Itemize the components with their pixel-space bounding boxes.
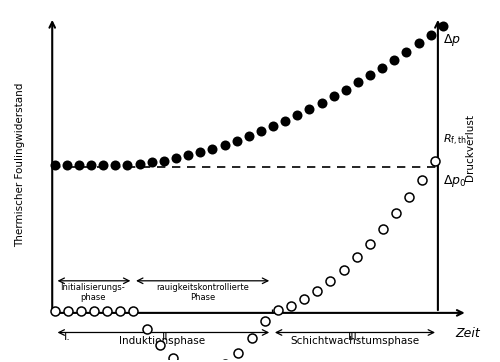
- Point: [326, 278, 334, 284]
- Point: [414, 41, 422, 46]
- Point: [432, 159, 440, 164]
- Text: Schichtwachstumsphase: Schichtwachstumsphase: [290, 336, 420, 346]
- Point: [160, 157, 168, 163]
- Point: [354, 80, 362, 85]
- Point: [379, 226, 387, 232]
- Point: [340, 267, 347, 273]
- Point: [172, 155, 180, 161]
- Point: [156, 342, 164, 348]
- Point: [287, 303, 295, 309]
- Point: [99, 162, 107, 168]
- Point: [184, 152, 192, 158]
- Text: III.: III.: [348, 332, 362, 342]
- Point: [294, 112, 302, 118]
- Point: [116, 308, 124, 314]
- Text: rauigkeitskontrollierte
Phase: rauigkeitskontrollierte Phase: [156, 283, 249, 302]
- Point: [405, 194, 413, 200]
- Point: [426, 32, 434, 38]
- Point: [50, 308, 58, 314]
- Point: [306, 106, 314, 112]
- Point: [64, 308, 72, 314]
- Text: Druckverlust: Druckverlust: [465, 114, 475, 181]
- Point: [142, 326, 150, 332]
- Point: [300, 296, 308, 302]
- Point: [63, 162, 71, 168]
- Point: [378, 65, 386, 71]
- Text: Zeit: Zeit: [455, 327, 480, 340]
- Point: [222, 361, 230, 362]
- Point: [281, 118, 289, 124]
- Point: [260, 318, 268, 324]
- Point: [390, 57, 398, 63]
- Text: $\Delta p_0$: $\Delta p_0$: [443, 173, 466, 189]
- Point: [130, 308, 138, 314]
- Point: [124, 162, 132, 168]
- Point: [220, 142, 228, 148]
- Point: [245, 133, 253, 139]
- Point: [418, 177, 426, 182]
- Point: [75, 162, 83, 168]
- Point: [77, 308, 85, 314]
- Text: $R_{\mathrm{f,th}}$: $R_{\mathrm{f,th}}$: [443, 132, 466, 148]
- Point: [314, 288, 322, 294]
- Point: [352, 254, 360, 260]
- Point: [392, 211, 400, 216]
- Text: Thermischer Foulingwiderstand: Thermischer Foulingwiderstand: [15, 83, 25, 247]
- Point: [274, 307, 282, 313]
- Point: [136, 161, 143, 167]
- Point: [112, 162, 120, 168]
- Point: [196, 150, 204, 155]
- Point: [103, 308, 111, 314]
- Point: [330, 93, 338, 99]
- Point: [87, 162, 95, 168]
- Point: [148, 160, 156, 165]
- Text: Induktionsphase: Induktionsphase: [119, 336, 205, 346]
- Point: [402, 49, 410, 55]
- Point: [318, 100, 326, 106]
- Point: [439, 23, 447, 29]
- Point: [234, 350, 242, 356]
- Text: Initialisierungs-
phase: Initialisierungs- phase: [60, 283, 125, 302]
- Point: [232, 138, 240, 144]
- Text: I.: I.: [64, 332, 70, 342]
- Point: [90, 308, 98, 314]
- Point: [169, 355, 177, 361]
- Point: [366, 72, 374, 78]
- Point: [208, 146, 216, 152]
- Text: II.: II.: [162, 332, 172, 342]
- Point: [342, 87, 350, 92]
- Point: [248, 335, 256, 341]
- Point: [366, 241, 374, 247]
- Point: [269, 123, 277, 129]
- Text: $\Delta p$: $\Delta p$: [443, 32, 460, 48]
- Point: [50, 162, 58, 168]
- Point: [257, 129, 265, 134]
